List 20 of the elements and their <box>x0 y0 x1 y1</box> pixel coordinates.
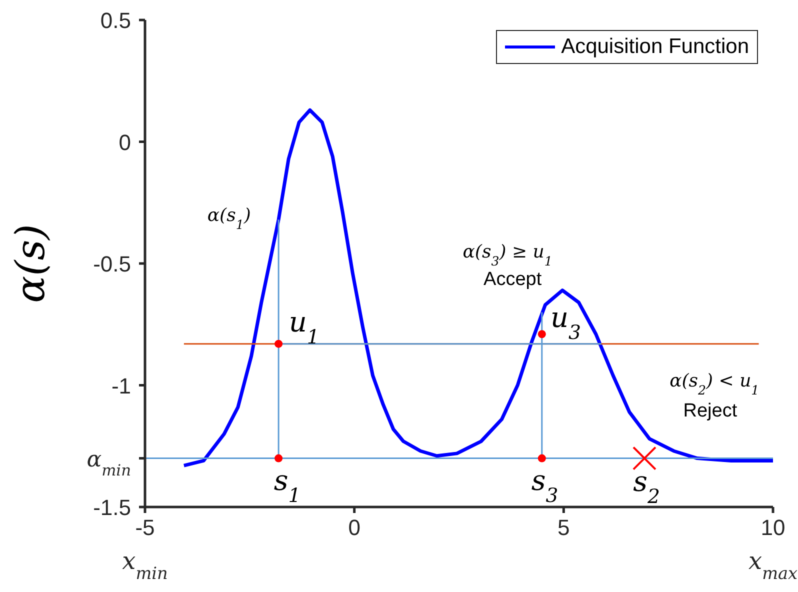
y-tick-label: 0.5 <box>100 8 131 33</box>
annotation: Reject <box>683 400 738 422</box>
annotation: Accept <box>484 268 542 290</box>
x-tick-label: 5 <box>558 515 570 540</box>
annotation: s$_{3}$ <box>531 464 558 507</box>
annotation: s$_{1}$ <box>274 464 301 507</box>
x-tick-label: 10 x$_{max}$ <box>748 515 798 583</box>
y-tick-label: -1 <box>111 373 131 398</box>
annotation: u$_{1}$ <box>288 306 320 348</box>
annotation: α(s$_{1}$) <box>207 205 251 232</box>
annotation: α(s$_{3}$) ≥ u$_{1}$ <box>462 242 552 268</box>
y-tick-label: -0.5 <box>93 252 131 276</box>
annotation: s$_{2}$ <box>633 465 660 508</box>
y-tick-label: α$_{min}$ <box>86 447 131 480</box>
legend-label: Acquisition Function <box>561 35 749 59</box>
annotation: α(s$_{2}$) < u$_{1}$ <box>670 370 760 398</box>
x-tick-label: 0 <box>348 515 360 540</box>
annotation: u$_{3}$ <box>550 300 582 344</box>
y-axis-title: α(s) <box>8 224 54 303</box>
y-tick-label: 0 <box>118 130 131 155</box>
